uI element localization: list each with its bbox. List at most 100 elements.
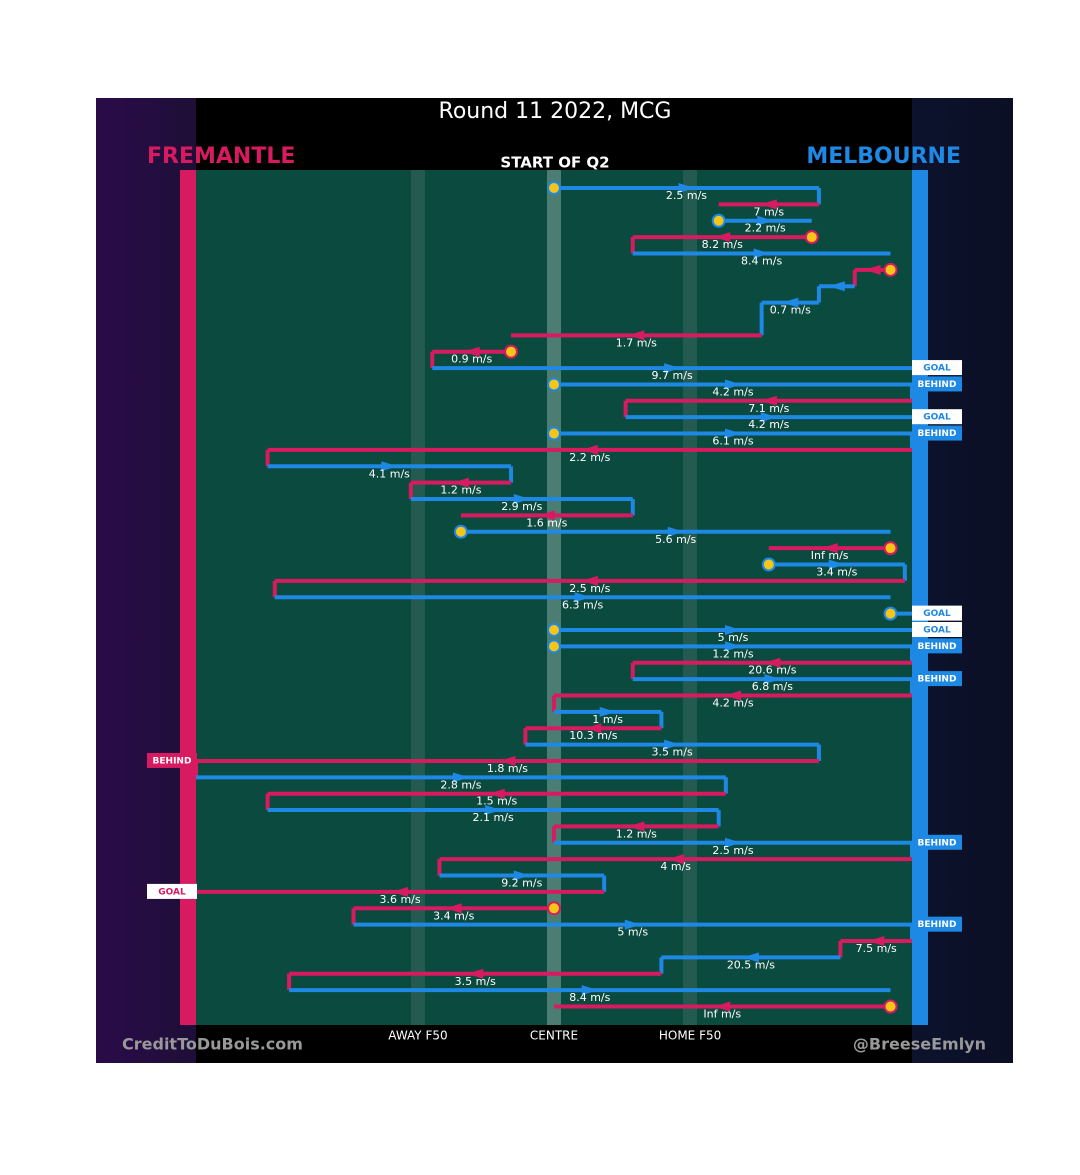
speed-label: 1.8 m/s bbox=[487, 762, 528, 775]
result-tag bbox=[912, 409, 962, 425]
arrow bbox=[445, 903, 462, 914]
chains: 2.5 m/s7 m/s2.2 m/s8.2 m/s8.4 m/s0.7 m/s… bbox=[147, 181, 962, 1021]
result-tag bbox=[147, 883, 197, 899]
arrow bbox=[381, 461, 398, 472]
stoppage bbox=[883, 606, 898, 621]
speed-label: 8.4 m/s bbox=[741, 254, 782, 267]
speed-label: 1.2 m/s bbox=[616, 827, 657, 840]
speed-label: Inf m/s bbox=[811, 549, 849, 562]
title: Round 11 2022, MCG bbox=[439, 99, 672, 124]
arrow bbox=[667, 854, 684, 865]
speed-label: 7.5 m/s bbox=[856, 942, 897, 955]
arrow bbox=[599, 706, 616, 717]
arrow bbox=[678, 183, 695, 193]
arrow bbox=[452, 477, 469, 488]
result-tag bbox=[912, 425, 962, 441]
arrow bbox=[753, 248, 770, 259]
speed-label: 3.4 m/s bbox=[433, 909, 474, 922]
result-label: BEHIND bbox=[918, 675, 957, 685]
speed-label: 2.8 m/s bbox=[440, 778, 481, 791]
credit-left: CreditToDuBois.com bbox=[122, 1035, 303, 1054]
arrow bbox=[628, 821, 645, 832]
field-label: AWAY F50 bbox=[388, 1029, 447, 1043]
speed-label: 2.2 m/s bbox=[745, 222, 786, 235]
result-label: BEHIND bbox=[153, 756, 192, 766]
stoppage bbox=[761, 557, 776, 572]
arrow bbox=[725, 428, 741, 439]
arrow bbox=[864, 264, 881, 275]
speed-label: 3.5 m/s bbox=[455, 975, 496, 988]
result-tag bbox=[912, 638, 962, 654]
speed-label: 1.2 m/s bbox=[712, 647, 753, 660]
result-tag bbox=[912, 834, 962, 850]
speed-label: 3.4 m/s bbox=[816, 566, 857, 579]
stoppage bbox=[547, 622, 561, 637]
speed-label: 3.5 m/s bbox=[652, 746, 693, 759]
speed-label: 1.6 m/s bbox=[526, 516, 567, 529]
period: START OF Q2 bbox=[500, 154, 609, 172]
result-label: GOAL bbox=[923, 625, 951, 635]
stoppage bbox=[883, 541, 898, 556]
stoppage bbox=[883, 999, 898, 1014]
speed-label: 6.1 m/s bbox=[712, 435, 753, 448]
arrow bbox=[725, 624, 741, 635]
result-label: BEHIND bbox=[918, 380, 957, 390]
arrow bbox=[463, 346, 480, 357]
arrow bbox=[513, 870, 530, 881]
result-label: BEHIND bbox=[918, 429, 957, 439]
speed-label: 5.6 m/s bbox=[655, 533, 696, 546]
arrow bbox=[485, 805, 502, 816]
arrow bbox=[585, 723, 602, 734]
speed-label: 5 m/s bbox=[617, 926, 648, 939]
speed-label: 4.2 m/s bbox=[748, 418, 789, 431]
arrow bbox=[664, 363, 681, 374]
speed-label: 0.7 m/s bbox=[770, 304, 811, 317]
speed-label: 10.3 m/s bbox=[569, 729, 617, 742]
arrow bbox=[392, 886, 409, 897]
speed-label: 3.6 m/s bbox=[379, 893, 420, 906]
speed-label: 1.7 m/s bbox=[616, 336, 657, 349]
result-label: BEHIND bbox=[918, 920, 957, 930]
arrow bbox=[760, 199, 777, 210]
footer-band bbox=[196, 1025, 912, 1063]
stoppage bbox=[547, 901, 561, 916]
speed-label: 4.2 m/s bbox=[712, 696, 753, 709]
speed-label: 1 m/s bbox=[592, 713, 623, 726]
speed-label: 7.1 m/s bbox=[748, 402, 789, 415]
arrow bbox=[538, 510, 555, 521]
speed-label: 1.5 m/s bbox=[476, 795, 517, 808]
result-tag bbox=[912, 916, 962, 932]
stoppage bbox=[883, 262, 898, 277]
speed-label: 20.6 m/s bbox=[748, 664, 796, 677]
arrow bbox=[714, 1001, 731, 1012]
arrow bbox=[664, 739, 681, 750]
speed-label: 8.2 m/s bbox=[702, 238, 743, 251]
arrow bbox=[828, 281, 845, 292]
arrow bbox=[725, 379, 741, 390]
field-label: HOME F50 bbox=[659, 1029, 721, 1043]
right-goal-bar bbox=[912, 170, 928, 1025]
field-label: CENTRE bbox=[530, 1029, 578, 1043]
stoppage bbox=[547, 426, 561, 441]
speed-label: 9.2 m/s bbox=[501, 877, 542, 890]
result-tag bbox=[912, 621, 962, 637]
speed-label: 1.2 m/s bbox=[440, 484, 481, 497]
speed-label: 4.2 m/s bbox=[712, 385, 753, 398]
arrow bbox=[742, 952, 759, 963]
speed-label: 2.2 m/s bbox=[569, 451, 610, 464]
result-tag bbox=[912, 376, 962, 392]
arrow bbox=[828, 559, 845, 570]
arrow bbox=[667, 526, 684, 537]
speed-label: 20.5 m/s bbox=[727, 958, 775, 971]
speed-label: 4.1 m/s bbox=[369, 467, 410, 480]
team-left: FREMANTLE bbox=[147, 144, 295, 169]
speed-label: 2.1 m/s bbox=[473, 811, 514, 824]
arrow bbox=[725, 837, 741, 848]
arrow bbox=[628, 330, 645, 341]
arrow bbox=[581, 444, 598, 455]
credit-right: @BreeseEmlyn bbox=[853, 1035, 986, 1054]
speed-label: 6.3 m/s bbox=[562, 598, 603, 611]
result-tag bbox=[147, 752, 197, 768]
arrow bbox=[821, 543, 838, 554]
